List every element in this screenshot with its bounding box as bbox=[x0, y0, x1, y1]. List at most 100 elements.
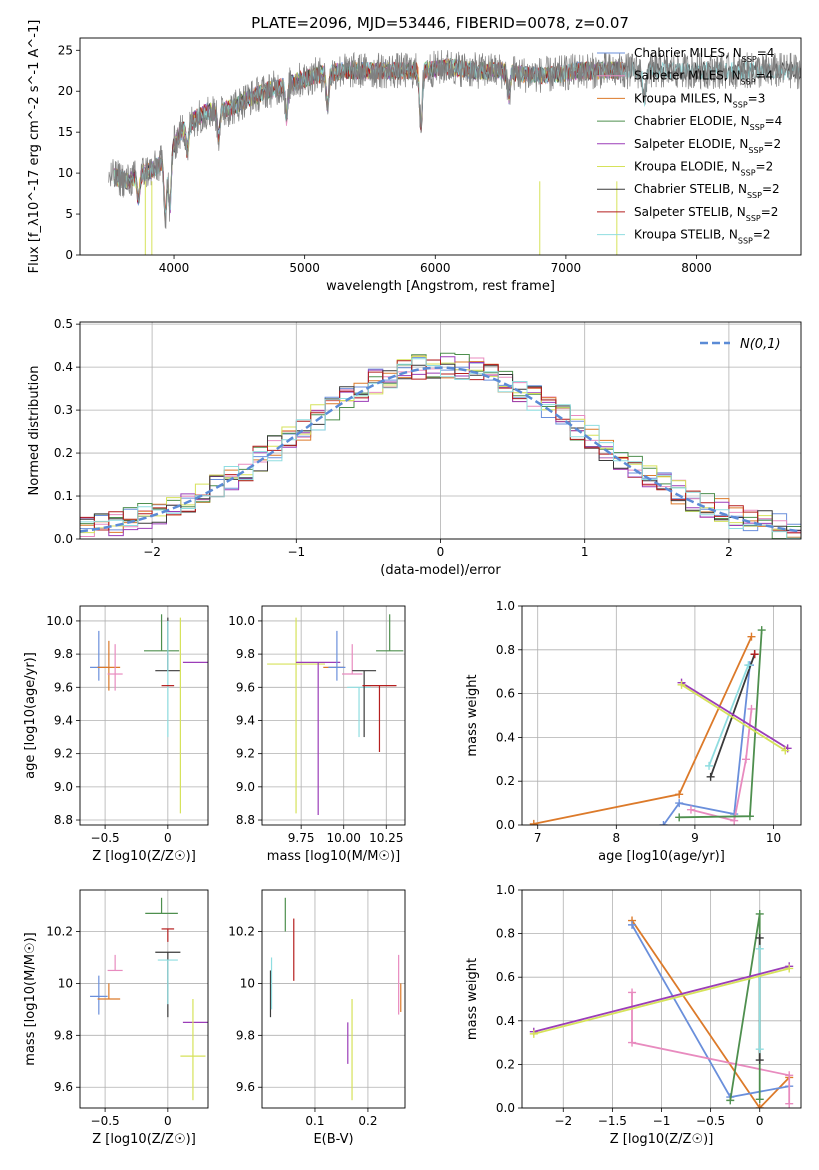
x-tick-label: −2 bbox=[143, 545, 161, 559]
data-point bbox=[342, 644, 363, 675]
x-tick-label: −1.5 bbox=[598, 1114, 627, 1128]
series-line bbox=[533, 967, 790, 1035]
y-axis-label: mass [log10(M/M☉)] bbox=[23, 932, 38, 1065]
plot-area bbox=[529, 626, 792, 825]
series-marker bbox=[785, 964, 794, 973]
legend-entry: Salpeter ELODIE, NSSP=2 bbox=[634, 137, 781, 155]
x-tick-label: 0 bbox=[164, 831, 172, 845]
series-line bbox=[533, 636, 753, 825]
y-tick-label: 5 bbox=[65, 207, 73, 221]
y-tick-label: 10 bbox=[58, 976, 73, 990]
axes-frame bbox=[521, 605, 802, 826]
y-tick-label: 25 bbox=[58, 43, 73, 57]
plot-area bbox=[108, 50, 801, 255]
legend-subscript: SSP bbox=[746, 213, 761, 222]
y-tick-label: 0 bbox=[65, 248, 73, 262]
series-marker bbox=[529, 819, 538, 825]
legend-subscript: SSP bbox=[750, 123, 765, 132]
plot-area bbox=[80, 352, 801, 539]
axes-frame bbox=[79, 605, 209, 826]
legend: N(0,1) bbox=[700, 337, 781, 352]
axes-frame bbox=[79, 889, 209, 1109]
legend-count: =2 bbox=[762, 182, 780, 196]
x-axis-label: (data-model)/error bbox=[380, 563, 501, 578]
legend-entry: Chabrier MILES, NSSP=4 bbox=[634, 46, 774, 64]
x-tick-label: 5000 bbox=[289, 261, 320, 275]
series-marker bbox=[755, 1045, 764, 1054]
y-tick-label: 1.0 bbox=[496, 883, 515, 897]
y-tick-label: 0.8 bbox=[496, 927, 515, 941]
data-point bbox=[145, 897, 178, 914]
series-marker bbox=[529, 1029, 538, 1038]
plot-area bbox=[529, 909, 794, 1108]
legend-count: =4 bbox=[765, 114, 783, 128]
x-tick-label: 2 bbox=[725, 545, 733, 559]
histogram-steps bbox=[80, 358, 801, 539]
data-point bbox=[347, 686, 371, 738]
x-tick-label: 9.75 bbox=[288, 831, 315, 845]
plot-area bbox=[267, 614, 404, 816]
panel-age-vs-metallicity: −0.5 0 8.8 9.0 9.2 9.4 9.6 9.8 10.0 Z [log10(Z/Z☉… bbox=[23, 605, 209, 864]
series-line bbox=[681, 681, 789, 750]
axes: −2 −1.5 −1 −0.5 0 0.0 0.2 0.4 0.6 0.8 1.0 Z [log10(… bbox=[465, 883, 802, 1147]
y-tick-label: 0.3 bbox=[54, 403, 73, 417]
series-marker bbox=[730, 816, 739, 825]
series-marker bbox=[675, 799, 684, 808]
x-tick-label: −1 bbox=[653, 1114, 671, 1128]
y-tick-label: 0.6 bbox=[496, 970, 515, 984]
x-tick-label: 0 bbox=[164, 1114, 172, 1128]
series-marker bbox=[755, 1104, 764, 1108]
series-marker bbox=[755, 1095, 764, 1104]
grid bbox=[262, 890, 405, 1108]
panel-spectrum: 4000 5000 6000 7000 8000 0 5 10 15 20 25 wavelength… bbox=[27, 20, 802, 294]
series-marker bbox=[785, 1071, 794, 1080]
legend-count: =4 bbox=[756, 69, 774, 83]
data-point bbox=[161, 928, 175, 942]
model-line bbox=[113, 58, 625, 218]
series-line bbox=[631, 992, 791, 1104]
x-tick-label: 7000 bbox=[551, 261, 582, 275]
y-tick-label: 0.2 bbox=[496, 774, 515, 788]
legend-entry: Salpeter MILES, NSSP=4 bbox=[634, 69, 773, 87]
x-tick-label: 4000 bbox=[159, 261, 190, 275]
legend-entry: Chabrier ELODIE, NSSP=4 bbox=[634, 114, 782, 132]
y-tick-label: 9.0 bbox=[54, 780, 73, 794]
y-axis-label: Flux [f_λ10^-17 erg cm^-2 s^-1 A^-1] bbox=[27, 20, 42, 274]
legend-entry: Kroupa MILES, NSSP=3 bbox=[634, 91, 765, 109]
axes: 4000 5000 6000 7000 8000 0 5 10 15 20 25 wavelength… bbox=[27, 20, 802, 294]
y-tick-label: 10.2 bbox=[46, 925, 73, 939]
series-line bbox=[709, 653, 756, 778]
x-tick-label: 9 bbox=[691, 831, 699, 845]
grid bbox=[522, 605, 801, 826]
series-line bbox=[533, 965, 790, 1033]
panel-weight-vs-metallicity: −2 −1.5 −1 −0.5 0 0.0 0.2 0.4 0.6 0.8 1.0 Z [log10(… bbox=[465, 883, 802, 1147]
y-tick-label: 9.6 bbox=[236, 680, 255, 694]
y-tick-label: 9.2 bbox=[236, 747, 255, 761]
y-tick-label: 0.4 bbox=[496, 1014, 515, 1028]
legend: Chabrier MILES, NSSP=4 Salpeter MILES, NS… bbox=[597, 46, 782, 245]
series-marker bbox=[628, 1038, 637, 1047]
y-axis-label: mass weight bbox=[465, 958, 480, 1040]
series-marker bbox=[755, 909, 764, 918]
series-marker bbox=[747, 704, 756, 713]
data-point bbox=[296, 661, 341, 816]
y-tick-label: 0.4 bbox=[496, 730, 515, 744]
series-marker bbox=[675, 790, 684, 799]
axes-frame bbox=[79, 321, 802, 540]
x-tick-label: −2 bbox=[554, 1114, 572, 1128]
series-marker bbox=[781, 746, 790, 755]
y-tick-label: 1.0 bbox=[496, 599, 515, 613]
axes: −0.5 0 9.6 9.8 10 10.2 Z [log10(Z/Z☉)] mass [lo… bbox=[23, 889, 209, 1147]
series-marker bbox=[675, 813, 684, 822]
y-axis-label: age [log10(age/yr)] bbox=[23, 652, 38, 779]
y-tick-label: 0.4 bbox=[54, 360, 73, 374]
series-marker bbox=[755, 944, 764, 953]
data-point bbox=[376, 614, 404, 652]
x-tick-label: 6000 bbox=[420, 261, 451, 275]
series-marker bbox=[659, 821, 668, 825]
axes: 7 8 9 10 0.0 0.2 0.4 0.6 0.8 1.0 age [log10(age/yr… bbox=[465, 599, 802, 864]
y-tick-label: 15 bbox=[58, 125, 73, 139]
legend-entry: Kroupa ELODIE, NSSP=2 bbox=[634, 160, 773, 178]
data-point bbox=[362, 685, 397, 752]
legend-count: =4 bbox=[757, 46, 775, 60]
